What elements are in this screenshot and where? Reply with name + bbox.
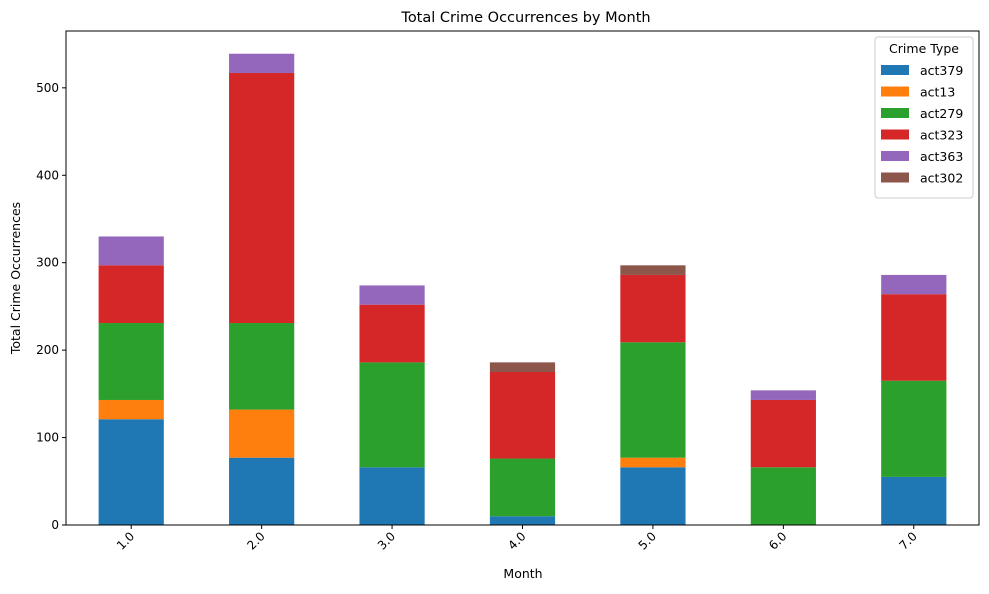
bar-segment-act323-month-3 (359, 304, 425, 363)
x-tick-label: 1.0 (114, 529, 137, 552)
bar-segment-act323-month-4 (489, 371, 556, 459)
bar-segment-act323-month-1 (98, 265, 164, 324)
bar-segment-act13-month-1 (98, 399, 164, 420)
x-tick-label: 7.0 (897, 529, 920, 552)
x-tick-label: 4.0 (505, 529, 528, 552)
legend-label-act323: act323 (920, 128, 963, 143)
legend-swatch-act13 (881, 86, 909, 97)
bar-segment-act363-month-2 (229, 53, 295, 73)
bar-segment-act379-month-2 (229, 457, 295, 525)
bar-segment-act363-month-7 (881, 274, 947, 295)
bar-segment-act302-month-4 (489, 362, 556, 372)
bar-segment-act279-month-7 (881, 380, 947, 477)
bar-segment-act379-month-5 (620, 467, 686, 525)
bar-segment-act13-month-5 (620, 457, 686, 468)
bar-segment-act363-month-6 (750, 390, 816, 400)
y-tick-label: 300 (36, 256, 59, 270)
legend-label-act363: act363 (920, 149, 963, 164)
bar-segment-act379-month-1 (98, 419, 164, 525)
bar-segment-act363-month-3 (359, 285, 425, 305)
bar-segment-act302-month-5 (620, 265, 686, 275)
legend-swatch-act323 (881, 129, 909, 140)
x-tick-label: 5.0 (636, 529, 659, 552)
legend-title: Crime Type (889, 41, 959, 56)
x-tick-label: 2.0 (244, 529, 267, 552)
bar-segment-act279-month-4 (489, 458, 556, 517)
bar-segment-act363-month-1 (98, 236, 164, 266)
bar-segment-act279-month-2 (229, 323, 295, 410)
legend-label-act379: act379 (920, 63, 963, 78)
y-tick-label: 100 (36, 431, 59, 445)
plot-area (98, 53, 947, 525)
chart-title: Total Crime Occurrences by Month (400, 10, 650, 26)
bar-segment-act379-month-7 (881, 476, 947, 525)
bar-segment-act379-month-3 (359, 467, 425, 525)
legend-label-act302: act302 (920, 171, 963, 186)
legend-label-act13: act13 (920, 85, 955, 100)
legend-swatch-act363 (881, 151, 909, 161)
bar-segment-act323-month-7 (881, 294, 947, 381)
bar-segment-act323-month-5 (620, 274, 686, 343)
y-tick-label: 200 (36, 343, 59, 357)
bar-segment-act279-month-1 (98, 323, 164, 400)
legend: Crime Type act379 act13 act279 act323 act363 a… (874, 36, 974, 199)
bar-segment-act13-month-2 (229, 409, 295, 458)
bar-segment-act279-month-6 (750, 467, 816, 525)
bar-segment-act279-month-5 (620, 342, 686, 458)
bar-segment-act279-month-3 (359, 362, 425, 468)
legend-label-act279: act279 (920, 106, 963, 121)
legend-swatch-act279 (881, 108, 909, 118)
bar-segment-act379-month-4 (489, 516, 556, 525)
legend-swatch-act379 (881, 65, 909, 75)
x-tick-label: 6.0 (766, 529, 789, 552)
x-tick-label: 3.0 (375, 529, 398, 552)
bar-segment-act323-month-2 (229, 72, 295, 324)
x-axis-label: Month (503, 566, 542, 581)
legend-swatch-act302 (881, 172, 909, 183)
y-tick-label: 0 (51, 518, 59, 532)
y-tick-label: 400 (36, 168, 59, 182)
y-axis-label: Total Crime Occurrences (8, 202, 23, 355)
y-tick-label: 500 (36, 81, 59, 95)
bar-segment-act323-month-6 (750, 399, 816, 468)
